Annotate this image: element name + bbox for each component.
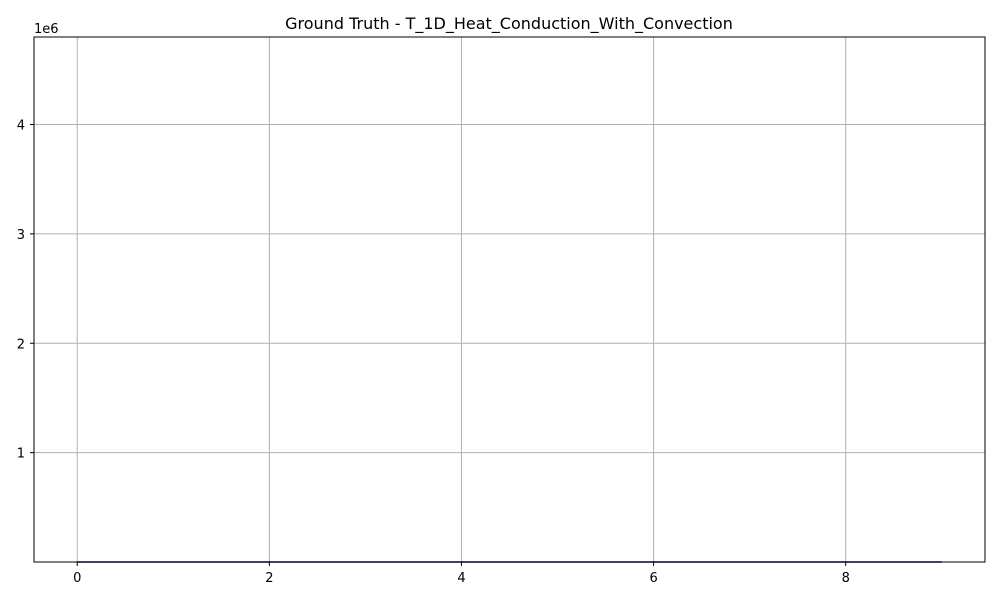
x-tick-label-0: 0 bbox=[73, 571, 81, 586]
chart-title: Ground Truth - T_1D_Heat_Conduction_With… bbox=[285, 14, 733, 34]
x-tick-label-4: 8 bbox=[842, 571, 850, 586]
y-axis-offset-label: 1e6 bbox=[34, 22, 59, 37]
x-tick-label-1: 2 bbox=[265, 571, 273, 586]
y-tick-label-3: 4 bbox=[17, 119, 25, 134]
axes-frame bbox=[33, 36, 986, 563]
x-tick-label-2: 4 bbox=[457, 571, 465, 586]
y-tick-label-2: 3 bbox=[17, 228, 25, 243]
y-tick-label-1: 2 bbox=[17, 337, 25, 352]
y-tick-label-0: 1 bbox=[17, 447, 25, 462]
plot-area: 0 2 4 6 8 1 2 3 4 bbox=[17, 36, 986, 586]
x-tick-label-3: 6 bbox=[649, 571, 657, 586]
